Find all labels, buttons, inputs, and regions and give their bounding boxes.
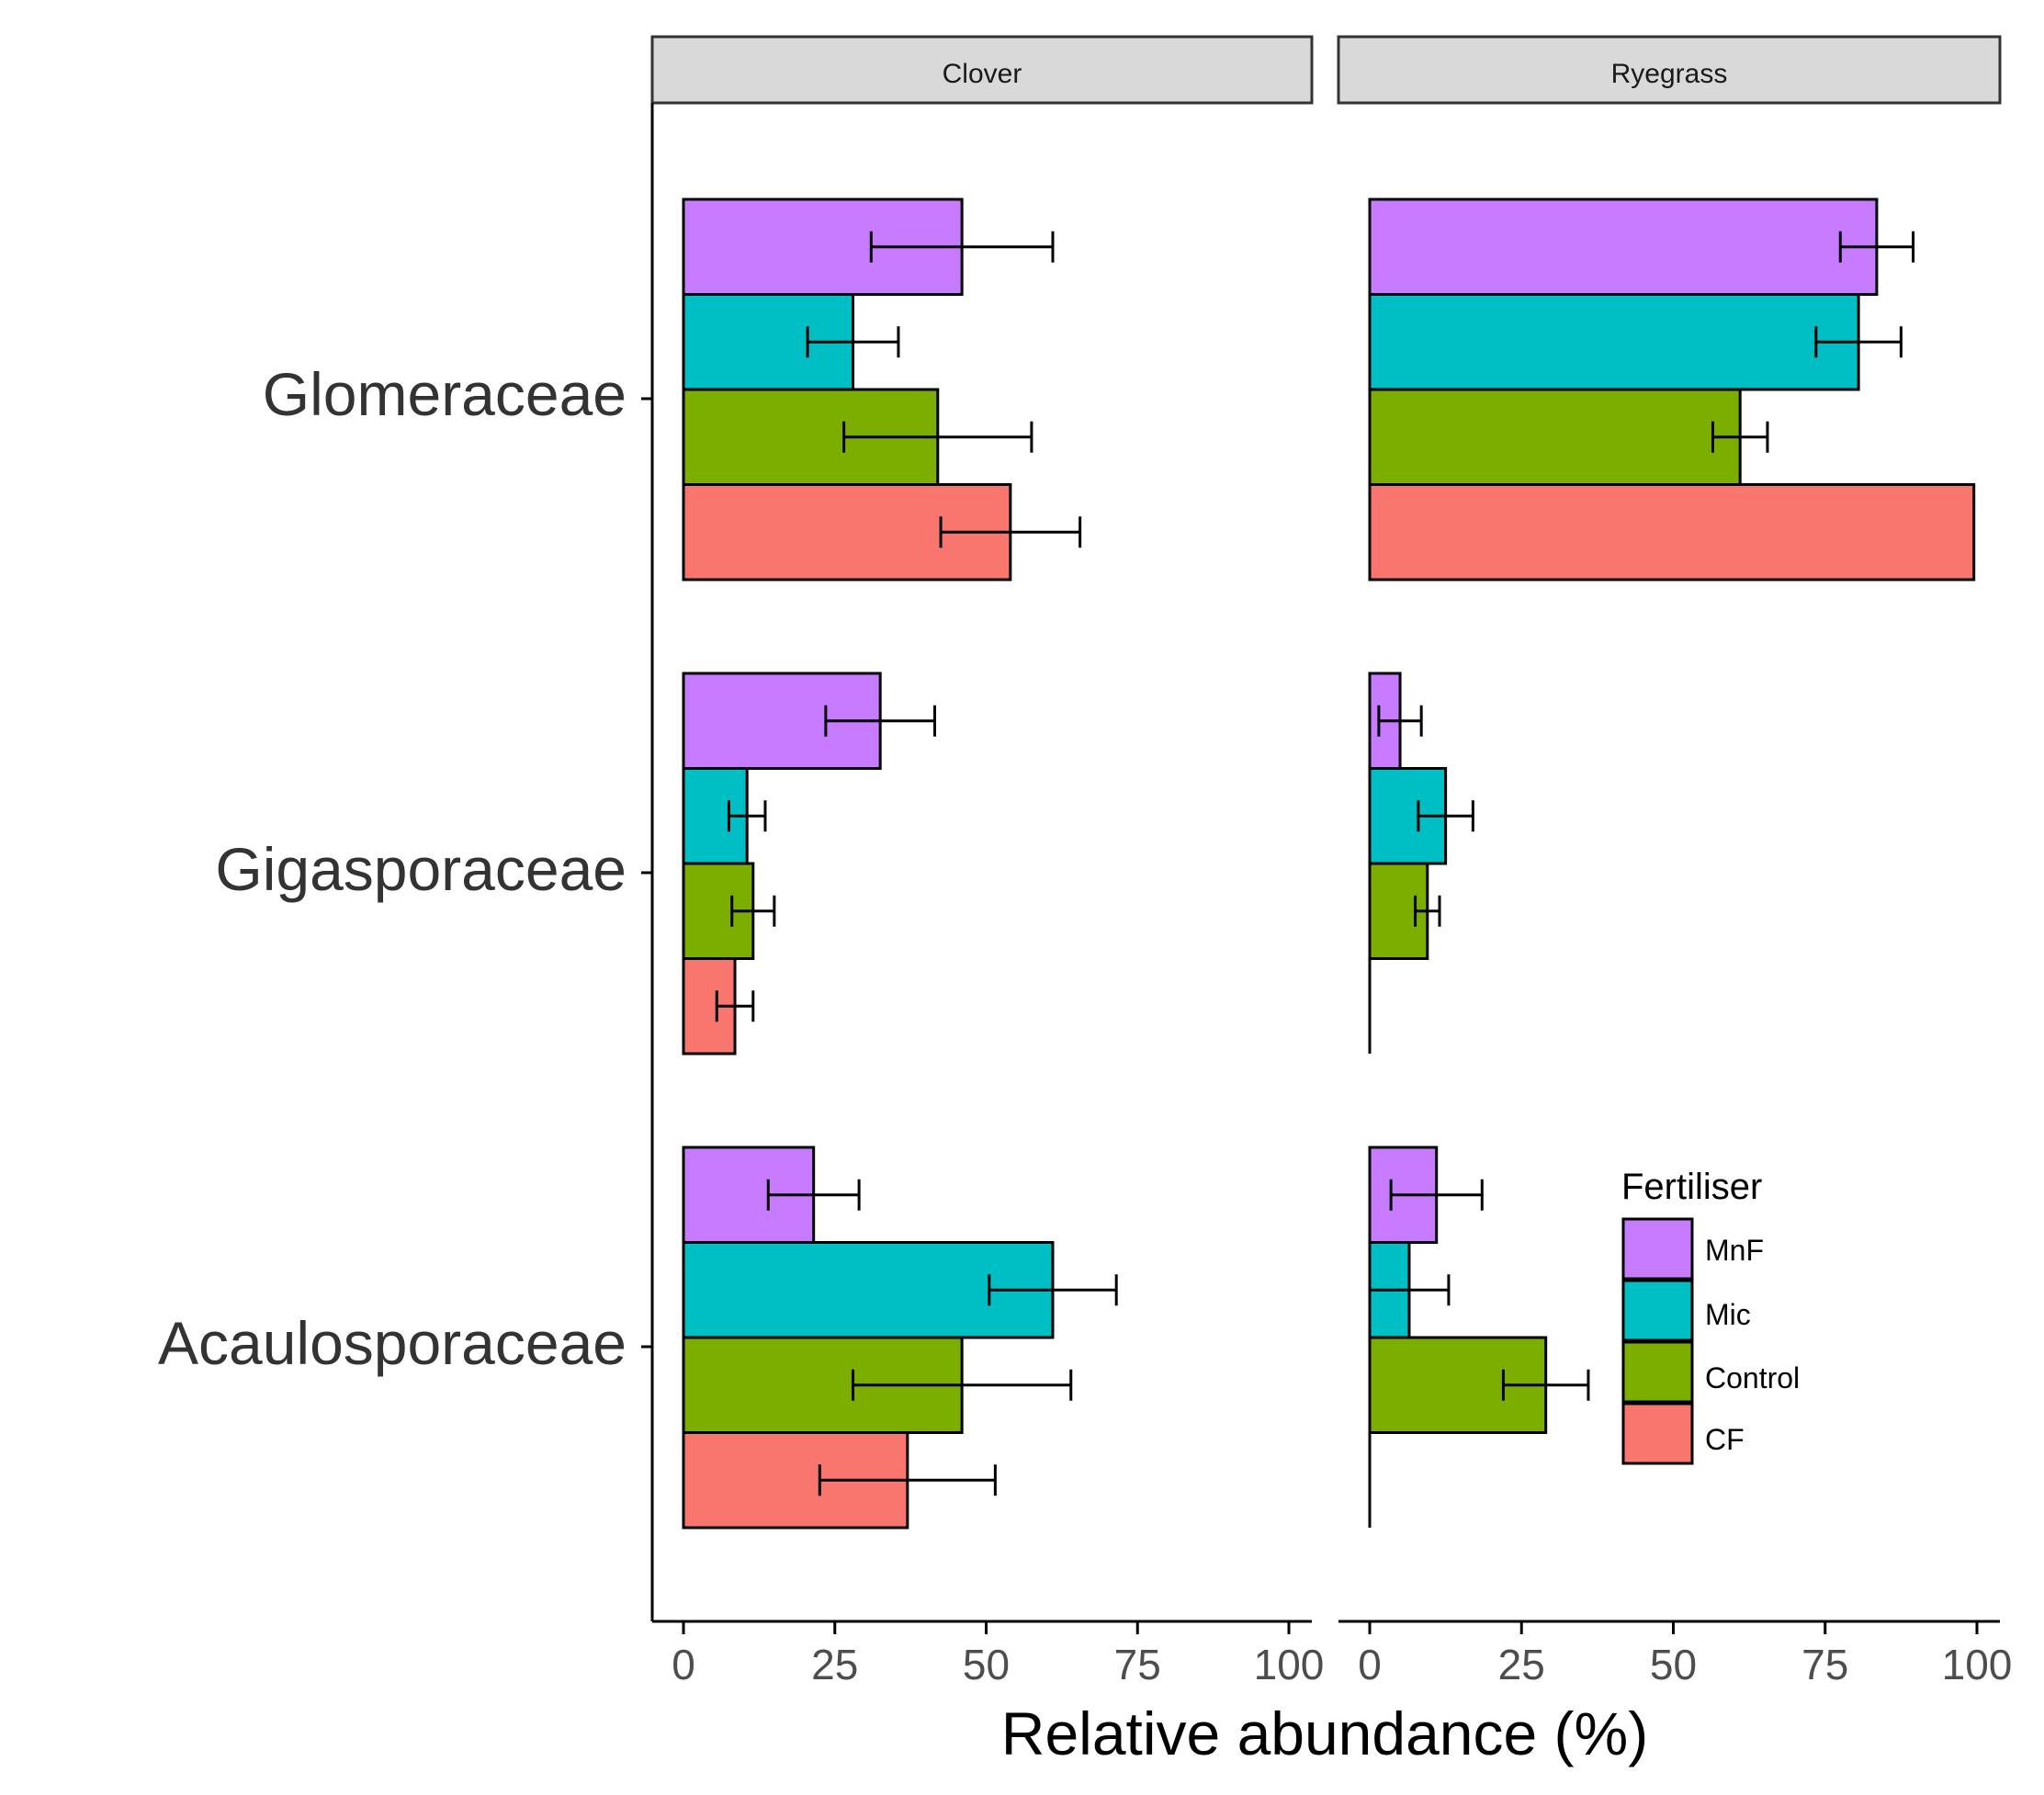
bar-ryegrass-glomeraceae-cf <box>1368 483 1976 581</box>
legend-title: Fertiliser <box>1621 1167 1762 1207</box>
x-axis-title: Relative abundance (%) <box>1001 1699 1648 1767</box>
errorbar-ryegrass-glomeraceae-mic <box>1814 326 1903 358</box>
y-label-glomeraceae: Glomeraceae <box>263 360 627 428</box>
x-tick-label-ryegrass-100: 100 <box>1942 1641 2013 1688</box>
strip-box-ryegrass <box>1337 35 2002 105</box>
legend-label-control: Control <box>1705 1361 1800 1394</box>
legend-key-control <box>1621 1340 1694 1404</box>
bars-clover-panel <box>682 198 1118 1530</box>
bar-ryegrass-glomeraceae-mnf <box>1368 198 1879 296</box>
errorbar-ryegrass-acaulosporaceae-control <box>1501 1369 1590 1401</box>
x-tick-label-clover-0: 0 <box>672 1641 695 1688</box>
errorbar-ryegrass-gigasporaceae-mic <box>1417 800 1474 832</box>
errorbar-clover-gigasporaceae-control <box>730 895 776 927</box>
legend: Fertiliser MnF Mic Control CF <box>1621 1167 1800 1465</box>
legend-label-mnf: MnF <box>1705 1234 1764 1267</box>
legend-label-mic: Mic <box>1705 1298 1751 1331</box>
errorbar-clover-glomeraceae-cf <box>939 516 1082 548</box>
bar-clover-gigasporaceae-cf <box>682 957 737 1056</box>
errorbar-clover-gigasporaceae-cf <box>715 990 755 1022</box>
x-ticks: 0 25 50 75 100 0 25 50 75 100 <box>672 1621 2012 1688</box>
facet-strip-clover: Clover <box>650 35 1314 105</box>
y-label-gigasporaceae: Gigasporaceae <box>215 835 627 903</box>
errorbar-clover-gigasporaceae-mnf <box>824 705 936 737</box>
bar-clover-gigasporaceae-mnf <box>682 672 882 770</box>
facet-strip-ryegrass: Ryegrass <box>1337 35 2002 105</box>
errorbar-clover-acaulosporaceae-mnf <box>766 1179 861 1211</box>
errorbar-ryegrass-gigasporaceae-control <box>1414 895 1441 927</box>
axes <box>641 103 2000 1623</box>
x-tick-label-ryegrass-0: 0 <box>1358 1641 1382 1688</box>
x-tick-label-clover-100: 100 <box>1254 1641 1325 1688</box>
strip-label-ryegrass: Ryegrass <box>1611 59 1728 89</box>
y-label-acaulosporaceae: Acaulosporaceae <box>158 1309 627 1377</box>
errorbar-clover-acaulosporaceae-cf <box>818 1464 997 1496</box>
bar-ryegrass-glomeraceae-control <box>1368 388 1742 486</box>
x-tick-label-clover-25: 25 <box>811 1641 858 1688</box>
errorbar-ryegrass-glomeraceae-mnf <box>1838 231 1915 263</box>
errorbar-clover-glomeraceae-control <box>842 421 1033 453</box>
errorbar-ryegrass-acaulosporaceae-mic <box>1368 1274 1451 1306</box>
legend-key-cf <box>1621 1402 1694 1465</box>
x-tick-label-clover-75: 75 <box>1114 1641 1161 1688</box>
errorbar-clover-gigasporaceae-mic <box>727 800 767 832</box>
legend-key-mic <box>1621 1279 1694 1342</box>
errorbar-clover-acaulosporaceae-mic <box>988 1274 1118 1306</box>
bars-ryegrass-panel <box>1368 198 1976 1528</box>
errorbar-clover-glomeraceae-mnf <box>869 231 1055 263</box>
x-tick-label-clover-50: 50 <box>963 1641 1010 1688</box>
errorbar-ryegrass-acaulosporaceae-mnf <box>1389 1179 1484 1211</box>
legend-key-mnf <box>1621 1217 1694 1281</box>
x-tick-label-ryegrass-25: 25 <box>1498 1641 1545 1688</box>
bar-ryegrass-glomeraceae-mic <box>1368 293 1860 391</box>
errorbar-clover-glomeraceae-mic <box>806 326 900 358</box>
legend-label-cf: CF <box>1705 1423 1745 1456</box>
x-tick-label-ryegrass-50: 50 <box>1650 1641 1697 1688</box>
x-tick-label-ryegrass-75: 75 <box>1801 1641 1848 1688</box>
errorbar-clover-acaulosporaceae-control <box>852 1369 1073 1401</box>
errorbar-ryegrass-gigasporaceae-mnf <box>1377 705 1423 737</box>
strip-label-clover: Clover <box>943 59 1022 89</box>
errorbar-ryegrass-glomeraceae-control <box>1711 421 1769 453</box>
strip-box-clover <box>650 35 1314 105</box>
